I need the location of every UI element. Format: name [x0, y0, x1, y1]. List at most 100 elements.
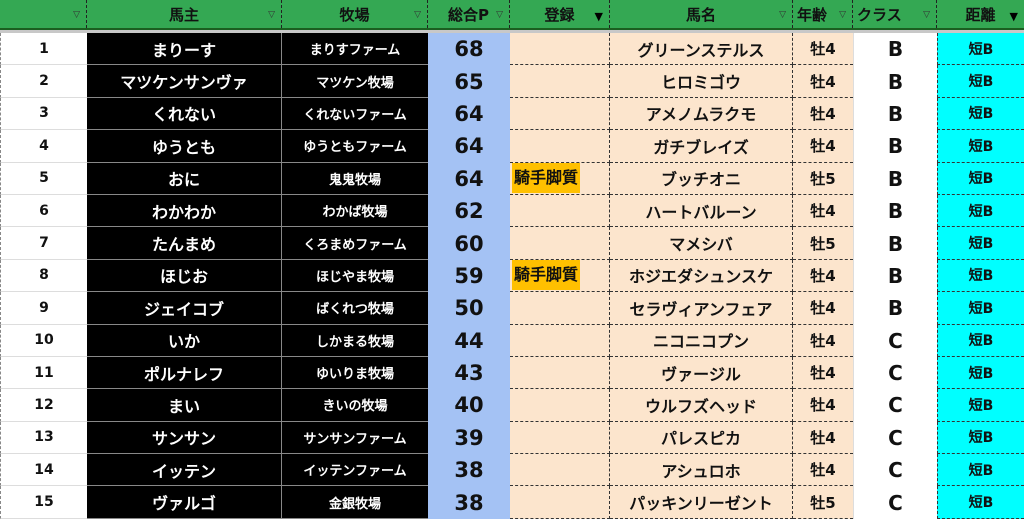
row-number[interactable]: 7 [0, 227, 87, 260]
class-cell[interactable]: C [853, 486, 937, 519]
row-number[interactable]: 3 [0, 97, 87, 131]
registration-cell[interactable] [510, 65, 610, 98]
row-number[interactable]: 12 [0, 389, 87, 422]
class-cell[interactable]: C [853, 421, 937, 455]
registration-cell[interactable] [510, 130, 610, 163]
owner-cell[interactable]: ゆうとも [87, 130, 282, 163]
horse-name-cell[interactable]: パッキンリーゼント [610, 486, 793, 519]
distance-cell[interactable]: 短B [937, 130, 1024, 163]
distance-cell[interactable]: 短B [937, 33, 1024, 66]
header-points[interactable]: 総合P ▽ [428, 0, 510, 28]
points-cell[interactable]: 68 [428, 33, 510, 66]
farm-cell[interactable]: ほじやま牧場 [282, 259, 428, 293]
points-cell[interactable]: 44 [428, 324, 510, 357]
owner-cell[interactable]: まい [87, 389, 282, 422]
points-cell[interactable]: 60 [428, 227, 510, 260]
owner-cell[interactable]: ほじお [87, 259, 282, 293]
row-number[interactable]: 15 [0, 486, 87, 519]
horse-name-cell[interactable]: ホジエダシュンスケ [610, 259, 793, 293]
row-number[interactable]: 5 [0, 162, 87, 195]
age-cell[interactable]: 牡4 [793, 130, 853, 163]
row-number[interactable]: 10 [0, 324, 87, 357]
age-cell[interactable]: 牡4 [793, 454, 853, 487]
horse-name-cell[interactable]: ブッチオニ [610, 162, 793, 195]
owner-cell[interactable]: ヴァルゴ [87, 486, 282, 519]
age-cell[interactable]: 牡4 [793, 97, 853, 131]
registration-cell[interactable] [510, 389, 610, 422]
owner-cell[interactable]: マツケンサンヴァ [87, 65, 282, 98]
distance-cell[interactable]: 短B [937, 324, 1024, 357]
distance-cell[interactable]: 短B [937, 162, 1024, 195]
age-cell[interactable]: 牡4 [793, 292, 853, 325]
class-cell[interactable]: B [853, 259, 937, 293]
header-class[interactable]: クラス ▽ [853, 0, 937, 28]
registration-cell[interactable]: 騎手脚質 [510, 162, 610, 195]
row-number[interactable]: 1 [0, 33, 87, 66]
age-cell[interactable]: 牡4 [793, 389, 853, 422]
filter-active-icon[interactable]: ▼ [1009, 10, 1018, 23]
filter-icon[interactable]: ▽ [839, 10, 846, 20]
row-number[interactable]: 4 [0, 130, 87, 163]
age-cell[interactable]: 牡4 [793, 421, 853, 455]
age-cell[interactable]: 牡5 [793, 227, 853, 260]
row-number[interactable]: 8 [0, 259, 87, 293]
horse-name-cell[interactable]: マメシバ [610, 227, 793, 260]
class-cell[interactable]: B [853, 65, 937, 98]
header-age[interactable]: 年齢 ▽ [793, 0, 853, 28]
header-horse[interactable]: 馬名 ▽ [610, 0, 793, 28]
row-number[interactable]: 2 [0, 65, 87, 98]
farm-cell[interactable]: ゆうともファーム [282, 130, 428, 163]
distance-cell[interactable]: 短B [937, 292, 1024, 325]
farm-cell[interactable]: くろまめファーム [282, 227, 428, 260]
owner-cell[interactable]: イッテン [87, 454, 282, 487]
registration-cell[interactable] [510, 227, 610, 260]
filter-active-icon[interactable]: ▼ [594, 10, 603, 23]
owner-cell[interactable]: おに [87, 162, 282, 195]
points-cell[interactable]: 38 [428, 486, 510, 519]
age-cell[interactable]: 牡5 [793, 162, 853, 195]
points-cell[interactable]: 64 [428, 162, 510, 195]
owner-cell[interactable]: ジェイコブ [87, 292, 282, 325]
horse-name-cell[interactable]: アシュロホ [610, 454, 793, 487]
class-cell[interactable]: C [853, 454, 937, 487]
distance-cell[interactable]: 短B [937, 97, 1024, 131]
age-cell[interactable]: 牡4 [793, 324, 853, 357]
owner-cell[interactable]: まりーす [87, 33, 282, 66]
horse-name-cell[interactable]: セラヴィアンフェア [610, 292, 793, 325]
class-cell[interactable]: C [853, 389, 937, 422]
points-cell[interactable]: 39 [428, 421, 510, 455]
owner-cell[interactable]: ポルナレフ [87, 356, 282, 390]
registration-cell[interactable]: 騎手脚質 [510, 259, 610, 293]
header-owner[interactable]: 馬主 ▽ [87, 0, 282, 28]
distance-cell[interactable]: 短B [937, 389, 1024, 422]
farm-cell[interactable]: サンサンファーム [282, 421, 428, 455]
age-cell[interactable]: 牡4 [793, 259, 853, 293]
row-number[interactable]: 14 [0, 454, 87, 487]
farm-cell[interactable]: しかまる牧場 [282, 324, 428, 357]
filter-icon[interactable]: ▽ [414, 10, 421, 20]
distance-cell[interactable]: 短B [937, 486, 1024, 519]
farm-cell[interactable]: イッテンファーム [282, 454, 428, 487]
farm-cell[interactable]: 鬼鬼牧場 [282, 162, 428, 195]
registration-cell[interactable] [510, 33, 610, 66]
distance-cell[interactable]: 短B [937, 356, 1024, 390]
points-cell[interactable]: 62 [428, 194, 510, 228]
registration-cell[interactable] [510, 292, 610, 325]
horse-name-cell[interactable]: ウルフズヘッド [610, 389, 793, 422]
farm-cell[interactable]: 金銀牧場 [282, 486, 428, 519]
row-number[interactable]: 11 [0, 356, 87, 390]
age-cell[interactable]: 牡4 [793, 33, 853, 66]
distance-cell[interactable]: 短B [937, 227, 1024, 260]
filter-icon[interactable]: ▽ [268, 10, 275, 20]
horse-name-cell[interactable]: ヒロミゴウ [610, 65, 793, 98]
points-cell[interactable]: 64 [428, 130, 510, 163]
points-cell[interactable]: 65 [428, 65, 510, 98]
filter-icon[interactable]: ▽ [496, 10, 503, 20]
farm-cell[interactable]: わかば牧場 [282, 194, 428, 228]
horse-name-cell[interactable]: アメノムラクモ [610, 97, 793, 131]
owner-cell[interactable]: わかわか [87, 194, 282, 228]
points-cell[interactable]: 38 [428, 454, 510, 487]
class-cell[interactable]: B [853, 194, 937, 228]
farm-cell[interactable]: くれないファーム [282, 97, 428, 131]
distance-cell[interactable]: 短B [937, 259, 1024, 293]
